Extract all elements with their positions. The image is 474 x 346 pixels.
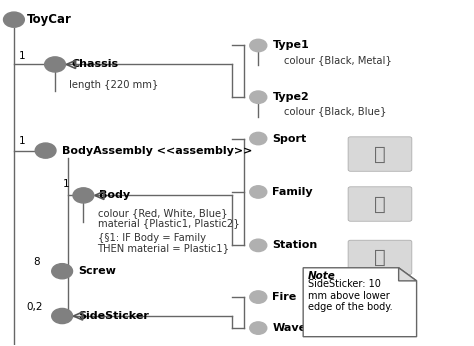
Text: Fire: Fire — [273, 292, 297, 302]
Circle shape — [250, 239, 267, 252]
Circle shape — [52, 308, 73, 324]
Polygon shape — [399, 268, 417, 281]
Text: Station: Station — [273, 240, 318, 251]
Text: colour {Black, Metal}: colour {Black, Metal} — [284, 55, 392, 65]
Text: Type1: Type1 — [273, 40, 309, 51]
Text: Body: Body — [100, 190, 131, 200]
Text: BodyAssembly <<assembly>>: BodyAssembly <<assembly>> — [62, 146, 252, 156]
Polygon shape — [303, 268, 417, 337]
Text: 8: 8 — [33, 257, 39, 267]
Text: Sport: Sport — [273, 134, 307, 144]
Text: 🚗: 🚗 — [374, 145, 386, 164]
Text: Type2: Type2 — [273, 92, 309, 102]
Circle shape — [3, 12, 24, 27]
Text: length {220 mm}: length {220 mm} — [69, 80, 159, 90]
Circle shape — [250, 322, 267, 334]
Text: SideSticker: SideSticker — [78, 311, 149, 321]
Circle shape — [250, 186, 267, 198]
Text: {§1: IF Body = Family: {§1: IF Body = Family — [98, 233, 206, 243]
Text: Screw: Screw — [78, 266, 116, 276]
Text: 🚗: 🚗 — [374, 194, 386, 213]
Circle shape — [45, 57, 65, 72]
Text: Chassis: Chassis — [71, 60, 118, 70]
FancyBboxPatch shape — [348, 240, 412, 275]
Circle shape — [52, 264, 73, 279]
Text: SideSticker: 10
mm above lower
edge of the body.: SideSticker: 10 mm above lower edge of t… — [308, 279, 392, 312]
FancyBboxPatch shape — [348, 137, 412, 171]
Circle shape — [250, 39, 267, 52]
FancyBboxPatch shape — [348, 187, 412, 221]
Text: 1: 1 — [63, 179, 70, 189]
Text: Family: Family — [273, 187, 313, 197]
Text: THEN material = Plastic1}: THEN material = Plastic1} — [98, 243, 230, 253]
Text: 🚗: 🚗 — [374, 248, 386, 267]
Text: 1: 1 — [18, 51, 25, 61]
Text: Note: Note — [308, 271, 336, 281]
Circle shape — [73, 188, 94, 203]
Text: colour {Red, White, Blue}: colour {Red, White, Blue} — [98, 209, 227, 218]
Text: 0,2: 0,2 — [27, 302, 43, 312]
Text: material {Plastic1, Plastic2}: material {Plastic1, Plastic2} — [98, 218, 239, 228]
Circle shape — [250, 132, 267, 145]
Text: 1: 1 — [18, 136, 25, 146]
Circle shape — [250, 291, 267, 303]
Text: Wave: Wave — [273, 323, 307, 333]
Text: ToyCar: ToyCar — [27, 13, 72, 26]
Circle shape — [35, 143, 56, 158]
Text: colour {Black, Blue}: colour {Black, Blue} — [284, 107, 387, 117]
Circle shape — [250, 91, 267, 103]
